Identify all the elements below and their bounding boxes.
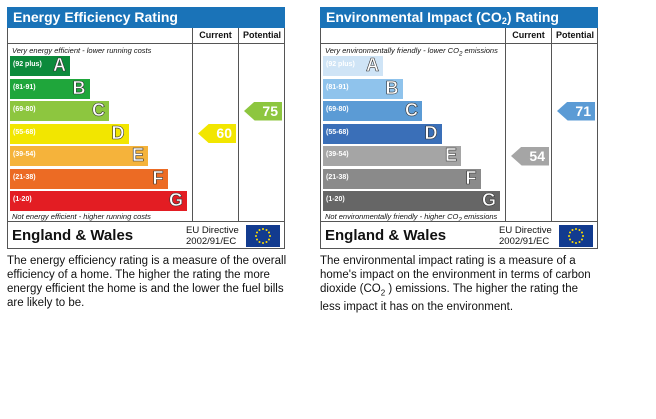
energy-band-letter: C [92, 100, 106, 121]
energy-band-letter: D [111, 122, 125, 143]
environment-band-letter: F [465, 167, 477, 188]
energy-band-letter: F [152, 167, 164, 188]
energy-band-e: (39-54) E [10, 145, 148, 166]
energy-band-range: (1-20) [13, 196, 32, 203]
environment-chart-box: Current Potential Very environmentally f… [320, 28, 598, 249]
environment-band-range: (55-68) [326, 128, 349, 136]
energy-potential-header: Potential [242, 30, 281, 40]
energy-band-range: (55-68) [13, 128, 36, 136]
environment-current-rating: 54 [511, 146, 549, 166]
energy-band-letter: B [72, 77, 86, 98]
environment-band-f: (21-38) F [323, 167, 481, 189]
energy-region: England & Wales [12, 227, 134, 244]
energy-band-g: (1-20) G [10, 190, 187, 211]
environment-title: Environmental Impact (CO2) Rating [320, 7, 598, 28]
energy-band-c: (69-80) C [10, 100, 109, 121]
environment-band-range: (92 plus) [326, 61, 355, 68]
environment-band-a: (92 plus) A [323, 55, 383, 76]
environment-eu-directive: EU Directive 2002/91/EC [499, 225, 552, 247]
environment-band-b: (81-91) B [323, 77, 403, 99]
energy-band-d: (55-68) D [10, 122, 129, 144]
environment-band-letter: D [424, 122, 438, 143]
environment-band-g: (1-20) G [323, 190, 500, 211]
environment-description: The environmental impact rating is a mea… [320, 255, 591, 314]
energy-title: Energy Efficiency Rating [7, 7, 285, 28]
environment-band-range: (1-20) [326, 196, 345, 203]
energy-band-range: (92 plus) [13, 61, 42, 68]
energy-current-header: Current [199, 30, 232, 40]
environment-band-range: (21-38) [326, 173, 349, 181]
energy-note-bottom: Not energy efficient - higher running co… [12, 212, 151, 221]
energy-band-range: (39-54) [13, 151, 36, 158]
environment-band-d: (55-68) D [323, 122, 442, 144]
eu-flag-icon [246, 225, 280, 247]
environment-potential-header: Potential [555, 30, 594, 40]
environment-band-range: (39-54) [326, 151, 349, 158]
energy-band-letter: G [168, 190, 184, 211]
environment-band-letter: A [366, 55, 380, 76]
energy-description: The energy efficiency rating is a measur… [7, 255, 287, 309]
environment-band-c: (69-80) C [323, 100, 422, 121]
environmental-impact-panel: Environmental Impact (CO2) Rating Curren… [320, 7, 598, 249]
environment-note-top: Very environmentally friendly - lower CO… [325, 46, 498, 58]
energy-note-top: Very energy efficient - lower running co… [12, 46, 152, 55]
energy-band-range: (81-91) [13, 83, 36, 91]
environment-band-letter: G [481, 190, 497, 211]
environment-band-range: (81-91) [326, 83, 349, 91]
energy-band-range: (21-38) [13, 173, 36, 181]
energy-band-b: (81-91) B [10, 77, 90, 99]
environment-band-letter: C [405, 100, 419, 121]
energy-band-letter: A [53, 55, 67, 76]
environment-potential-rating: 71 [557, 101, 595, 121]
energy-current-rating: 60 [198, 124, 236, 143]
energy-efficiency-panel: Energy Efficiency Rating Current Potenti… [7, 7, 285, 249]
environment-region: England & Wales [325, 227, 447, 244]
environment-band-range: (69-80) [326, 106, 349, 113]
energy-potential-rating: 75 [244, 101, 282, 121]
energy-band-letter: E [131, 145, 145, 166]
energy-band-range: (69-80) [13, 106, 36, 113]
environment-band-letter: B [385, 77, 399, 98]
environment-band-letter: E [444, 145, 458, 166]
energy-eu-directive: EU Directive 2002/91/EC [186, 225, 239, 247]
environment-current-header: Current [512, 30, 545, 40]
energy-chart-box: Current Potential Very energy efficient … [7, 28, 285, 249]
eu-flag-icon [559, 225, 593, 247]
energy-band-f: (21-38) F [10, 167, 168, 189]
environment-note-bottom: Not environmentally friendly - higher CO… [325, 212, 498, 224]
environment-band-e: (39-54) E [323, 145, 461, 166]
energy-band-a: (92 plus) A [10, 55, 70, 76]
